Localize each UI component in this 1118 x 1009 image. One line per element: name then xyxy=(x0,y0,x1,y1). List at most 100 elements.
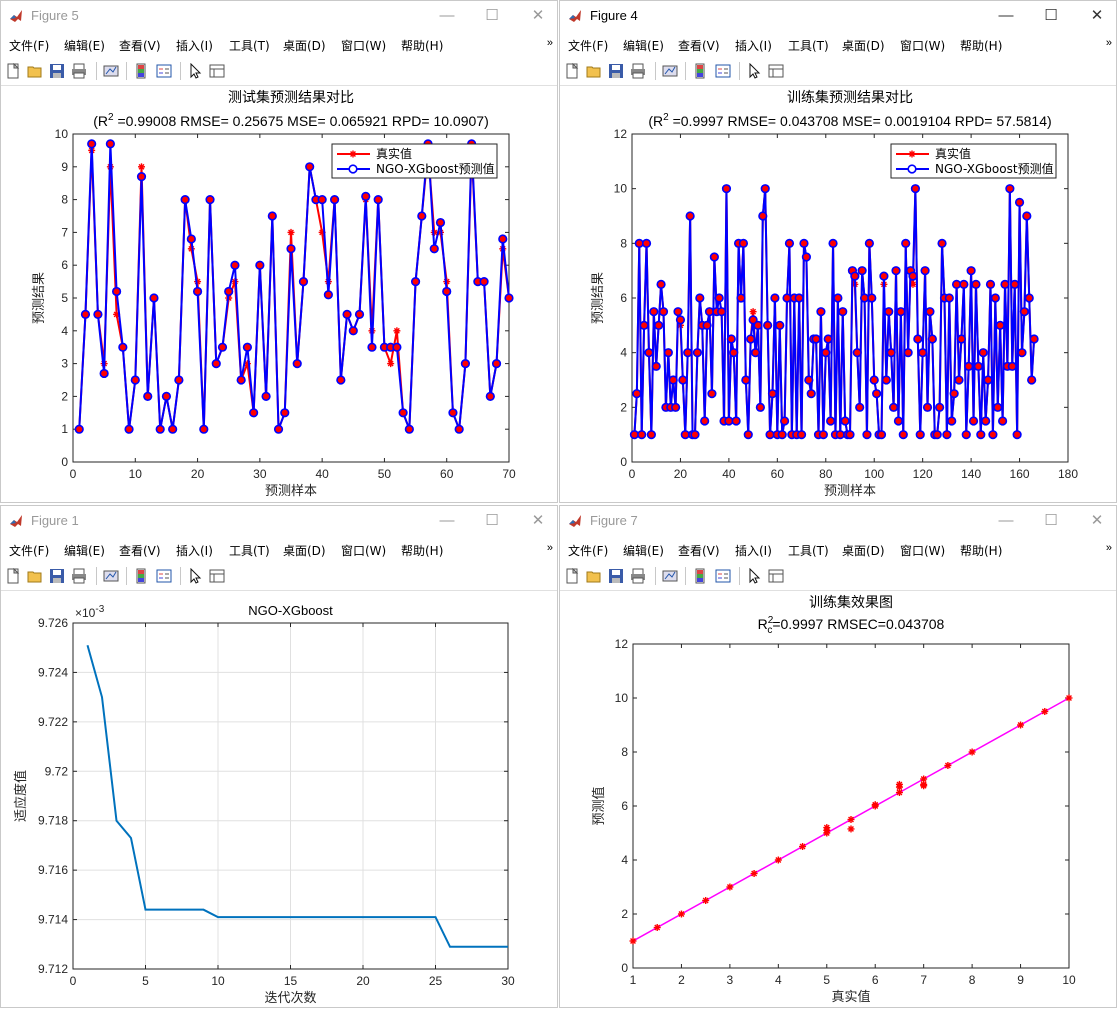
close-icon[interactable]: ✕ xyxy=(1090,7,1104,24)
menu-item-7[interactable]: 帮助(H) xyxy=(960,544,1003,558)
close-icon[interactable]: ✕ xyxy=(1090,512,1104,529)
menu-item-7[interactable]: 帮助(H) xyxy=(401,39,444,53)
menu-item-0[interactable]: 文件(F) xyxy=(9,544,50,558)
pointer-icon[interactable] xyxy=(187,567,203,584)
title-bar[interactable]: Figure 5 — ☐ ✕ xyxy=(1,1,557,31)
legend-marker-predicted xyxy=(348,164,358,174)
scatter-point xyxy=(847,825,855,833)
menu-item-1[interactable]: 编辑(E) xyxy=(623,544,664,558)
title-bar[interactable]: Figure 4 — ☐ ✕ xyxy=(560,1,1116,31)
toolbar xyxy=(1,57,557,86)
pointer-icon[interactable] xyxy=(746,567,762,584)
window-title: Figure 1 xyxy=(31,513,79,528)
close-icon[interactable]: ✕ xyxy=(531,512,545,529)
menu-item-5[interactable]: 桌面(D) xyxy=(842,544,885,558)
new-file-icon[interactable] xyxy=(5,567,21,584)
print-icon[interactable] xyxy=(630,63,646,79)
menu-item-3[interactable]: 插入(I) xyxy=(176,39,213,53)
minimize-icon[interactable]: — xyxy=(998,7,1014,24)
menu-item-3[interactable]: 插入(I) xyxy=(735,39,772,53)
menu-item-2[interactable]: 查看(V) xyxy=(678,39,720,53)
menu-item-3[interactable]: 插入(I) xyxy=(735,544,772,558)
insert-legend-icon[interactable] xyxy=(715,568,731,584)
menu-item-4[interactable]: 工具(T) xyxy=(229,544,270,558)
open-folder-icon[interactable] xyxy=(27,63,43,79)
new-file-icon[interactable] xyxy=(564,567,580,584)
menu-item-2[interactable]: 查看(V) xyxy=(119,39,161,53)
menu-item-7[interactable]: 帮助(H) xyxy=(960,39,1003,53)
menu-item-6[interactable]: 窗口(W) xyxy=(900,544,946,558)
link-plot-icon[interactable] xyxy=(662,63,678,79)
print-icon[interactable] xyxy=(71,568,87,584)
maximize-icon[interactable]: ☐ xyxy=(1044,512,1058,529)
minimize-icon[interactable]: — xyxy=(439,7,455,24)
menu-item-5[interactable]: 桌面(D) xyxy=(283,39,326,53)
menu-item-2[interactable]: 查看(V) xyxy=(678,544,720,558)
open-folder-icon[interactable] xyxy=(586,568,602,584)
insert-legend-icon[interactable] xyxy=(156,63,172,79)
property-editor-icon[interactable] xyxy=(209,63,225,79)
save-icon[interactable] xyxy=(49,63,65,79)
pointer-icon[interactable] xyxy=(187,62,203,79)
save-icon[interactable] xyxy=(608,568,624,584)
predicted-value-marker xyxy=(743,430,753,440)
open-folder-icon[interactable] xyxy=(27,568,43,584)
new-file-icon[interactable] xyxy=(564,62,580,79)
menu-item-3[interactable]: 插入(I) xyxy=(176,544,213,558)
menu-item-5[interactable]: 桌面(D) xyxy=(842,39,885,53)
menu-overflow-icon[interactable]: » xyxy=(1105,37,1112,49)
pointer-icon[interactable] xyxy=(746,62,762,79)
link-plot-icon[interactable] xyxy=(662,568,678,584)
print-icon[interactable] xyxy=(71,63,87,79)
link-plot-icon[interactable] xyxy=(103,63,119,79)
menu-item-4[interactable]: 工具(T) xyxy=(788,39,829,53)
menu-item-1[interactable]: 编辑(E) xyxy=(64,544,105,558)
menu-item-6[interactable]: 窗口(W) xyxy=(341,544,387,558)
insert-colorbar-icon[interactable] xyxy=(133,63,149,79)
menu-item-0[interactable]: 文件(F) xyxy=(568,39,609,53)
matlab-logo-icon xyxy=(10,10,22,22)
menu-overflow-icon[interactable]: » xyxy=(546,542,553,554)
title-bar[interactable]: Figure 7 — ☐ ✕ xyxy=(560,506,1116,536)
insert-legend-icon[interactable] xyxy=(715,63,731,79)
menu-item-6[interactable]: 窗口(W) xyxy=(341,39,387,53)
insert-colorbar-icon[interactable] xyxy=(133,568,149,584)
menu-item-1[interactable]: 编辑(E) xyxy=(64,39,105,53)
insert-colorbar-icon[interactable] xyxy=(692,63,708,79)
menu-overflow-icon[interactable]: » xyxy=(1105,542,1112,554)
save-icon[interactable] xyxy=(608,63,624,79)
link-plot-icon[interactable] xyxy=(103,568,119,584)
insert-colorbar-icon[interactable] xyxy=(692,568,708,584)
close-icon[interactable]: ✕ xyxy=(531,7,545,24)
x-tick-label: 0 xyxy=(70,974,77,988)
open-folder-icon[interactable] xyxy=(586,63,602,79)
new-file-icon[interactable] xyxy=(5,62,21,79)
minimize-icon[interactable]: — xyxy=(439,512,455,529)
menu-item-7[interactable]: 帮助(H) xyxy=(401,544,444,558)
predicted-value-marker xyxy=(417,211,427,221)
maximize-icon[interactable]: ☐ xyxy=(485,7,499,24)
menu-item-0[interactable]: 文件(F) xyxy=(9,39,50,53)
predicted-value-marker xyxy=(330,194,340,205)
maximize-icon[interactable]: ☐ xyxy=(485,512,499,529)
property-editor-icon[interactable] xyxy=(768,63,784,79)
menu-item-5[interactable]: 桌面(D) xyxy=(283,544,326,558)
minimize-icon[interactable]: — xyxy=(998,512,1014,529)
insert-legend-icon[interactable] xyxy=(156,568,172,584)
save-icon[interactable] xyxy=(49,568,65,584)
menu-overflow-icon[interactable]: » xyxy=(546,37,553,49)
menu-item-2[interactable]: 查看(V) xyxy=(119,544,161,558)
menu-item-6[interactable]: 窗口(W) xyxy=(900,39,946,53)
predicted-value-marker xyxy=(155,424,165,434)
maximize-icon[interactable]: ☐ xyxy=(1044,7,1058,24)
property-editor-icon[interactable] xyxy=(209,568,225,584)
title-bar[interactable]: Figure 1 — ☐ ✕ xyxy=(1,506,557,536)
property-editor-icon[interactable] xyxy=(768,568,784,584)
print-icon[interactable] xyxy=(630,568,646,584)
predicted-value-marker xyxy=(818,430,828,440)
predicted-value-marker xyxy=(920,266,930,276)
menu-item-4[interactable]: 工具(T) xyxy=(788,544,829,558)
menu-item-1[interactable]: 编辑(E) xyxy=(623,39,664,53)
menu-item-0[interactable]: 文件(F) xyxy=(568,544,609,558)
menu-item-4[interactable]: 工具(T) xyxy=(229,39,270,53)
